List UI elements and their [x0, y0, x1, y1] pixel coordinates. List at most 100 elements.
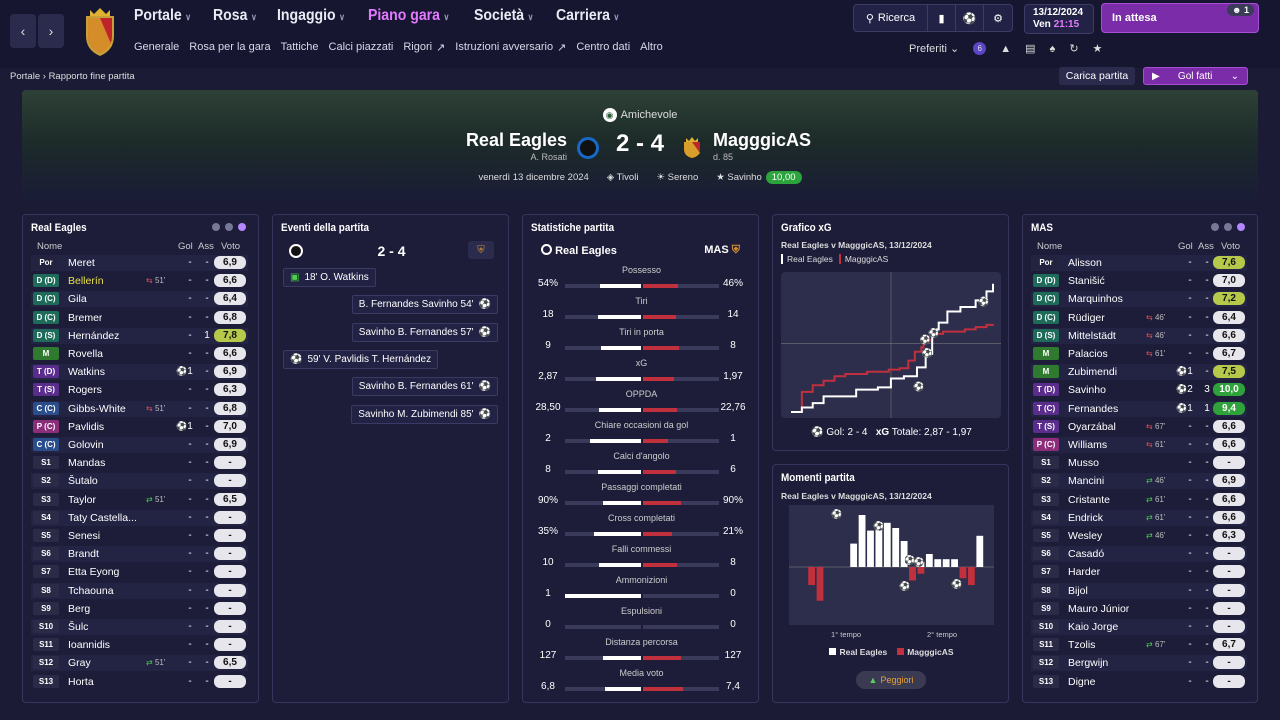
event-row[interactable]: Savinho B. Fernandes 61' ⚽	[351, 377, 498, 397]
nav-3[interactable]: Piano gara ∨	[368, 7, 449, 25]
goal-marker-icon[interactable]: ⚽	[872, 520, 884, 531]
player-name[interactable]: Harder	[1068, 566, 1101, 579]
nav-4[interactable]: Società ∨	[474, 7, 533, 25]
lineup-row[interactable]: D (D) Bellerín ⇆ 51' - -6,6	[31, 273, 248, 289]
back-button[interactable]: ‹	[10, 14, 36, 48]
player-name[interactable]: Fernandes	[1068, 402, 1119, 415]
momentum-bar-home[interactable]	[934, 559, 942, 567]
player-name[interactable]: Watkins	[68, 366, 105, 379]
goals-dropdown[interactable]: ▶ Gol fatti ⌄	[1143, 67, 1248, 85]
player-name[interactable]: Pavlidis	[68, 420, 105, 433]
lineup-row[interactable]: T (D) Watkins ⚽ 1-6,9	[31, 364, 248, 381]
lineup-row[interactable]: D (C) Marquinhos - -7,2	[1031, 291, 1247, 308]
lineup-row[interactable]: S3 Taylor ⇄ 51' - -6,5	[31, 492, 248, 508]
player-name[interactable]: Oyarzábal	[1068, 420, 1116, 433]
lineup-row[interactable]: D (C) Rüdiger ⇆ 46' - -6,4	[1031, 310, 1247, 326]
lineup-row[interactable]: S5 Senesi - - -	[31, 528, 248, 544]
momentum-bar-home[interactable]	[900, 541, 908, 567]
momentum-legend-home[interactable]: Real Eagles	[829, 647, 887, 657]
player-name[interactable]: Rüdiger	[1068, 311, 1105, 324]
view-dot-active[interactable]	[238, 223, 246, 231]
lineup-row[interactable]: P (C) Williams ⇆ 61' - -6,6	[1031, 437, 1247, 453]
lineup-row[interactable]: S12 Gray ⇄ 51' - -6,5	[31, 655, 248, 672]
settings-button[interactable]: ⚙	[984, 5, 1012, 31]
momentum-bar-away[interactable]	[816, 567, 824, 601]
momentum-bar-home[interactable]	[951, 559, 958, 567]
lineup-row[interactable]: M Rovella - -6,6	[31, 346, 248, 362]
momentum-bar-away[interactable]	[909, 567, 916, 581]
event-row[interactable]: Savinho M. Zubimendi 85' ⚽	[351, 404, 498, 424]
momentum-bar-away[interactable]	[808, 567, 816, 585]
player-name[interactable]: Taylor	[68, 493, 97, 506]
lineup-row[interactable]: S7 Etta Eyong - - -	[31, 564, 248, 580]
player-name[interactable]: Alisson	[1068, 257, 1102, 269]
ball-button[interactable]: ⚽	[956, 5, 984, 31]
view-dot[interactable]	[1211, 223, 1219, 231]
shirt-icon[interactable]: ▲	[1000, 42, 1012, 55]
player-name[interactable]: Casadó	[1068, 548, 1105, 561]
reload-match-button[interactable]: Carica partita	[1059, 67, 1135, 85]
player-name[interactable]: Ioannidis	[68, 639, 111, 652]
player-name[interactable]: Tchaouna	[68, 584, 114, 597]
date-box[interactable]: 13/12/2024 Ven 21:15	[1024, 4, 1094, 34]
player-name[interactable]: Musso	[1068, 457, 1099, 470]
lineup-row[interactable]: Por Alisson - -7,6	[1031, 255, 1247, 271]
player-name[interactable]: Senesi	[68, 530, 101, 542]
momentum-bar-home[interactable]	[925, 554, 933, 567]
view-dot[interactable]	[212, 223, 220, 231]
goal-marker-icon[interactable]: ⚽	[977, 296, 989, 307]
lineup-row[interactable]: S12 Bergwijn - - -	[1031, 655, 1247, 672]
lineup-row[interactable]: D (D) Stanišić - -7,0	[1031, 273, 1247, 289]
subnav-item[interactable]: Istruzioni avversario	[455, 41, 554, 53]
breadcrumb-root[interactable]: Portale	[10, 71, 41, 82]
lineup-row[interactable]: S9 Mauro Júnior - - -	[1031, 601, 1247, 617]
momentum-bar-home[interactable]	[942, 559, 950, 567]
momentum-bar-home[interactable]	[875, 528, 883, 567]
player-name[interactable]: Hernández	[68, 329, 120, 342]
xg-legend-home[interactable]: Real Eagles	[781, 254, 833, 264]
lineup-row[interactable]: S7 Harder - - -	[1031, 564, 1247, 580]
search-button[interactable]: ⚲ Ricerca	[854, 5, 928, 31]
goal-marker-icon[interactable]: ⚽	[927, 327, 939, 338]
momentum-bar-away[interactable]	[959, 567, 967, 579]
player-name[interactable]: Golovin	[68, 439, 104, 451]
lineup-row[interactable]: C (C) Golovin - -6,9	[31, 437, 248, 453]
player-name[interactable]: Horta	[68, 675, 94, 688]
col-name[interactable]: Nome	[1037, 241, 1063, 252]
player-name[interactable]: Berg	[68, 602, 91, 615]
nav-0[interactable]: Portale ∨	[134, 7, 191, 25]
player-name[interactable]: Gibbs-White	[68, 402, 126, 415]
subnav-item[interactable]: Centro dati	[576, 41, 631, 53]
player-name[interactable]: Bijol	[1068, 584, 1088, 597]
lineup-row[interactable]: S5 Wesley ⇄ 46' - -6,3	[1031, 528, 1247, 544]
lineup-row[interactable]: S4 Taty Castella... - - -	[31, 509, 248, 526]
pom-name[interactable]: Savinho	[727, 172, 762, 183]
col-name[interactable]: Nome	[37, 241, 63, 252]
lineup-row[interactable]: T (C) Fernandes ⚽ 1 1 9,4	[1031, 400, 1247, 417]
refresh-icon[interactable]: ↻	[1069, 43, 1079, 55]
col-goals[interactable]: Gol	[178, 241, 193, 252]
player-name[interactable]: Palacios	[1068, 348, 1108, 360]
col-rating[interactable]: Voto	[221, 241, 241, 252]
momentum-bar-home[interactable]	[917, 561, 925, 567]
view-toggle[interactable]	[212, 223, 246, 231]
tactics-icon[interactable]: ♠	[1049, 42, 1056, 55]
player-name[interactable]: Bremer	[68, 311, 103, 324]
view-dot[interactable]	[225, 223, 233, 231]
player-name[interactable]: Digne	[1068, 675, 1096, 688]
lineup-row[interactable]: D (S) Mittelstädt ⇆ 46' - -6,6	[1031, 327, 1247, 344]
xg-legend-away[interactable]: MagggicAS	[838, 254, 888, 264]
bookmark-button[interactable]: ▮	[928, 5, 956, 31]
lineup-row[interactable]: D (C) Bremer - -6,8	[31, 310, 248, 326]
event-row[interactable]: Savinho B. Fernandes 57' ⚽	[351, 322, 498, 342]
goal-marker-icon[interactable]: ⚽	[921, 347, 933, 358]
continue-button[interactable]: In attesa ☻ 1	[1101, 3, 1259, 33]
momentum-bar-home[interactable]	[858, 515, 866, 567]
player-name[interactable]: Mauro Júnior	[1068, 602, 1130, 615]
player-name[interactable]: Gila	[68, 293, 87, 306]
lineup-row[interactable]: S8 Tchaouna - - -	[31, 582, 248, 599]
lineup-row[interactable]: S1 Mandas - - -	[31, 455, 248, 471]
player-name[interactable]: Wesley	[1068, 530, 1103, 542]
goal-marker-icon[interactable]: ⚽	[912, 380, 924, 391]
momentum-bar-home[interactable]	[883, 522, 891, 567]
